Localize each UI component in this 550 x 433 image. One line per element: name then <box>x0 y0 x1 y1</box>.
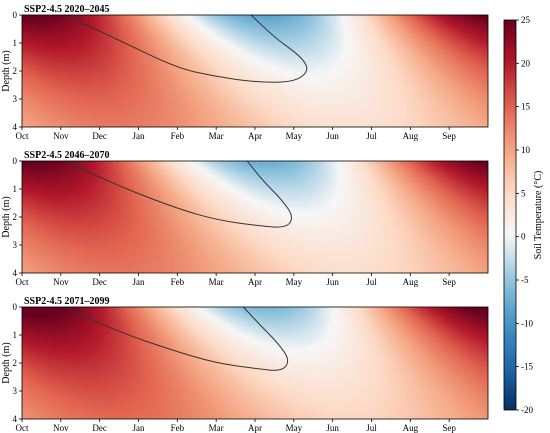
x-tick-label: Feb <box>171 423 185 433</box>
colorbar-gradient <box>503 19 517 411</box>
colorbar-tick-label: -10 <box>521 318 533 328</box>
x-tick-label: May <box>286 277 303 287</box>
colorbar-tick-label: -15 <box>521 362 533 372</box>
y-tick-label: 3 <box>13 94 18 104</box>
colorbar-label: Soil Temperature (°C) <box>533 171 544 260</box>
x-tick-label: Oct <box>16 131 29 141</box>
x-tick-label: Jan <box>133 277 145 287</box>
colorbar-tick-label: 15 <box>521 102 531 112</box>
x-tick-label: May <box>286 131 303 141</box>
y-tick-label: 4 <box>13 414 18 424</box>
x-tick-label: Dec <box>92 423 107 433</box>
y-axis-label: Depth (m) <box>1 342 12 383</box>
x-tick-label: Dec <box>92 131 107 141</box>
y-tick-label: 3 <box>13 240 18 250</box>
colorbar-tick-label: -5 <box>521 275 529 285</box>
colorbar-tick-label: 20 <box>521 58 531 68</box>
x-tick-label: Apr <box>248 277 262 287</box>
x-tick-label: Jun <box>326 277 339 287</box>
y-tick-label: 2 <box>13 66 18 76</box>
x-tick-label: Apr <box>248 131 262 141</box>
heatmap-panels: SSP2-4.5 2020–2045 0 1 2 3 4 Depth (m) Oct Nov De… <box>1 4 489 433</box>
y-axis-label: Depth (m) <box>1 196 12 237</box>
y-tick-label: 4 <box>13 122 18 132</box>
y-tick-label: 3 <box>13 386 18 396</box>
y-tick-label: 1 <box>13 38 18 48</box>
x-tick-label: Nov <box>53 277 69 287</box>
x-tick-label: Oct <box>16 277 29 287</box>
x-tick-label: Jul <box>366 277 377 287</box>
x-tick-label: Mar <box>209 423 224 433</box>
x-tick-label: Dec <box>92 277 107 287</box>
y-tick-label: 0 <box>13 10 18 20</box>
x-tick-label: Aug <box>403 277 419 287</box>
x-tick-label: Nov <box>53 131 69 141</box>
x-tick-label: Aug <box>403 131 419 141</box>
x-tick-label: Apr <box>248 423 262 433</box>
panel-1: SSP2-4.5 2020–2045 0 1 2 3 4 Depth (m) Oct Nov De… <box>1 4 489 141</box>
x-tick-label: Feb <box>171 277 185 287</box>
y-tick-label: 2 <box>13 212 18 222</box>
x-tick-label: Jul <box>366 423 377 433</box>
x-tick-label: May <box>286 423 303 433</box>
colorbar-tick-label: 0 <box>521 232 526 242</box>
panel-title: SSP2-4.5 2046–2070 <box>24 150 110 161</box>
y-tick-label: 0 <box>13 302 18 312</box>
heatmap-image <box>22 307 488 419</box>
x-tick-label: Jan <box>133 131 145 141</box>
panel-3: SSP2-4.5 2071–2099 0 1 2 3 4 Depth (m) Oct Nov De… <box>1 296 489 433</box>
y-tick-label: 4 <box>13 268 18 278</box>
y-tick-label: 0 <box>13 156 18 166</box>
colorbar: -20 -15 -10 -5 0 5 10 15 20 25 Soil Temperature (°… <box>503 15 544 415</box>
x-tick-label: Mar <box>209 131 224 141</box>
x-tick-label: Jun <box>326 423 339 433</box>
zero-contour-line <box>64 14 308 83</box>
zero-contour-line <box>64 306 289 371</box>
x-tick-label: Sep <box>442 277 456 287</box>
colorbar-tick-label: 10 <box>521 145 531 155</box>
x-tick-label: Sep <box>442 423 456 433</box>
x-tick-label: Jun <box>326 131 339 141</box>
x-tick-label: Jan <box>133 423 145 433</box>
x-tick-label: Jul <box>366 131 377 141</box>
x-tick-label: Mar <box>209 277 224 287</box>
colorbar-tick-label: -20 <box>521 405 533 415</box>
y-tick-label: 2 <box>13 358 18 368</box>
x-tick-label: Nov <box>53 423 69 433</box>
colorbar-tick-label: 5 <box>521 188 526 198</box>
x-tick-label: Sep <box>442 131 456 141</box>
panel-title: SSP2-4.5 2071–2099 <box>24 296 110 307</box>
y-axis-label: Depth (m) <box>1 50 12 91</box>
zero-contour-line <box>64 160 292 228</box>
x-tick-label: Aug <box>403 423 419 433</box>
heatmap-image <box>22 15 488 127</box>
colorbar-tick-label: 25 <box>521 15 531 25</box>
y-tick-label: 1 <box>13 184 18 194</box>
x-tick-label: Oct <box>16 423 29 433</box>
heatmap-image <box>22 161 488 273</box>
y-tick-label: 1 <box>13 330 18 340</box>
x-tick-label: Feb <box>171 131 185 141</box>
panel-2: SSP2-4.5 2046–2070 0 1 2 3 4 Depth (m) Oct Nov De… <box>1 150 489 287</box>
panel-title: SSP2-4.5 2020–2045 <box>24 4 110 15</box>
